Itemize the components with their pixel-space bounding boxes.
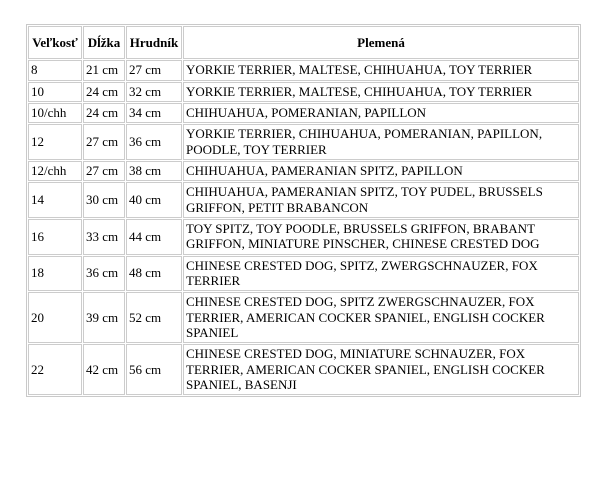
breeds-cell: TOY SPITZ, TOY POODLE, BRUSSELS GRIFFON,… xyxy=(183,218,579,255)
header-row: Veľkosť Dĺžka Hrudník Plemená xyxy=(28,26,579,60)
breeds-cell: CHIHUAHUA, PAMERANIAN SPITZ, TOY PUDEL, … xyxy=(183,182,579,218)
column-header-chest: Hrudník xyxy=(126,26,182,60)
length-cell: 30 cm xyxy=(83,182,125,218)
size-cell: 18 xyxy=(28,255,82,292)
table-body: 8 21 cm 27 cm YORKIE TERRIER, MALTESE, C… xyxy=(28,60,579,396)
size-cell: 12/chh xyxy=(28,160,82,182)
chest-cell: 32 cm xyxy=(126,81,182,102)
chest-cell: 52 cm xyxy=(126,292,182,344)
table-row: 18 36 cm 48 cm CHINESE CRESTED DOG, SPIT… xyxy=(28,255,579,292)
size-cell: 8 xyxy=(28,60,82,81)
table-row: 22 42 cm 56 cm CHINESE CRESTED DOG, MINI… xyxy=(28,344,579,396)
breeds-cell: CHINESE CRESTED DOG, SPITZ, ZWERGSCHNAUZ… xyxy=(183,255,579,292)
length-cell: 42 cm xyxy=(83,344,125,396)
chest-cell: 38 cm xyxy=(126,160,182,182)
table-row: 12 27 cm 36 cm YORKIE TERRIER, CHIHUAHUA… xyxy=(28,124,579,160)
chest-cell: 34 cm xyxy=(126,102,182,124)
length-cell: 39 cm xyxy=(83,292,125,344)
chest-cell: 56 cm xyxy=(126,344,182,396)
table-row: 12/chh 27 cm 38 cm CHIHUAHUA, PAMERANIAN… xyxy=(28,160,579,182)
column-header-breeds: Plemená xyxy=(183,26,579,60)
length-cell: 36 cm xyxy=(83,255,125,292)
size-cell: 22 xyxy=(28,344,82,396)
length-cell: 27 cm xyxy=(83,160,125,182)
table-row: 16 33 cm 44 cm TOY SPITZ, TOY POODLE, BR… xyxy=(28,218,579,255)
table-header: Veľkosť Dĺžka Hrudník Plemená xyxy=(28,26,579,60)
table-row: 20 39 cm 52 cm CHINESE CRESTED DOG, SPIT… xyxy=(28,292,579,344)
chest-cell: 48 cm xyxy=(126,255,182,292)
breeds-cell: CHINESE CRESTED DOG, SPITZ ZWERGSCHNAUZE… xyxy=(183,292,579,344)
breeds-cell: YORKIE TERRIER, CHIHUAHUA, POMERANIAN, P… xyxy=(183,124,579,160)
chest-cell: 40 cm xyxy=(126,182,182,218)
table-row: 8 21 cm 27 cm YORKIE TERRIER, MALTESE, C… xyxy=(28,60,579,81)
chest-cell: 44 cm xyxy=(126,218,182,255)
size-cell: 16 xyxy=(28,218,82,255)
breeds-cell: CHIHUAHUA, PAMERANIAN SPITZ, PAPILLON xyxy=(183,160,579,182)
column-header-length: Dĺžka xyxy=(83,26,125,60)
size-cell: 12 xyxy=(28,124,82,160)
breeds-cell: CHIHUAHUA, POMERANIAN, PAPILLON xyxy=(183,102,579,124)
table-row: 10/chh 24 cm 34 cm CHIHUAHUA, POMERANIAN… xyxy=(28,102,579,124)
size-cell: 14 xyxy=(28,182,82,218)
length-cell: 21 cm xyxy=(83,60,125,81)
table-row: 10 24 cm 32 cm YORKIE TERRIER, MALTESE, … xyxy=(28,81,579,102)
chest-cell: 36 cm xyxy=(126,124,182,160)
chest-cell: 27 cm xyxy=(126,60,182,81)
page: Veľkosť Dĺžka Hrudník Plemená 8 21 cm 27… xyxy=(26,24,581,398)
breeds-cell: CHINESE CRESTED DOG, MINIATURE SCHNAUZER… xyxy=(183,344,579,396)
length-cell: 24 cm xyxy=(83,81,125,102)
table-row: 14 30 cm 40 cm CHIHUAHUA, PAMERANIAN SPI… xyxy=(28,182,579,218)
dog-size-chart-table: Veľkosť Dĺžka Hrudník Plemená 8 21 cm 27… xyxy=(26,24,581,398)
breeds-cell: YORKIE TERRIER, MALTESE, CHIHUAHUA, TOY … xyxy=(183,60,579,81)
length-cell: 27 cm xyxy=(83,124,125,160)
size-cell: 20 xyxy=(28,292,82,344)
size-cell: 10/chh xyxy=(28,102,82,124)
breeds-cell: YORKIE TERRIER, MALTESE, CHIHUAHUA, TOY … xyxy=(183,81,579,102)
size-cell: 10 xyxy=(28,81,82,102)
length-cell: 24 cm xyxy=(83,102,125,124)
length-cell: 33 cm xyxy=(83,218,125,255)
column-header-size: Veľkosť xyxy=(28,26,82,60)
